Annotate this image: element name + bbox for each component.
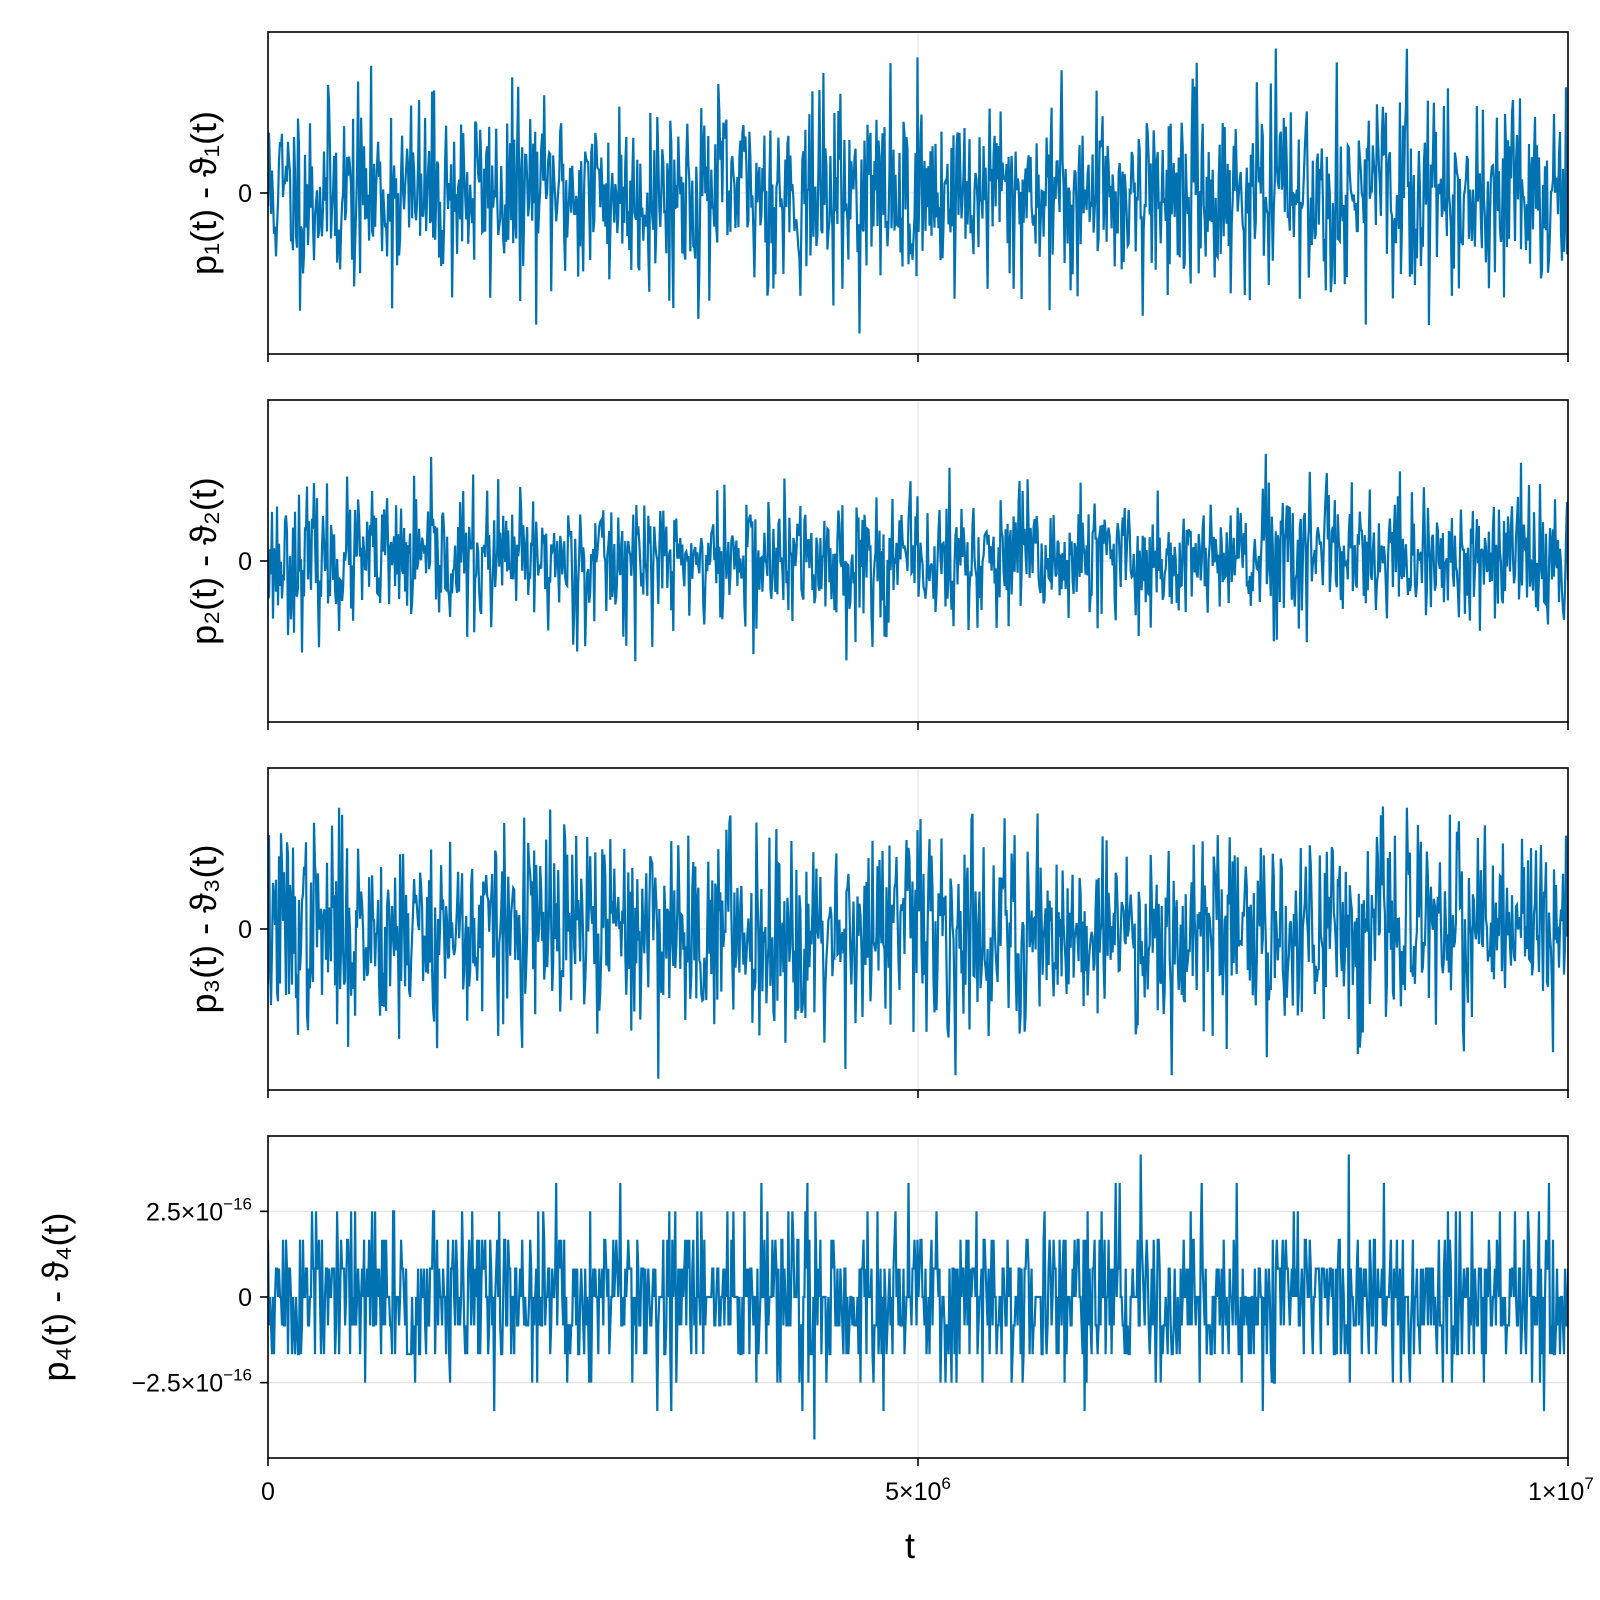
series-line: [268, 48, 1568, 334]
y-tick-label: −2.5×10−16: [131, 1366, 252, 1398]
series-line: [268, 1154, 1568, 1440]
y-axis-label: p₃(t) - ϑ₃(t): [183, 845, 224, 1014]
y-tick-label: 0: [238, 1284, 252, 1312]
y-tick-label: 0: [238, 548, 252, 576]
x-tick-label: 1×107: [1528, 1474, 1594, 1506]
y-tick-label: 0: [238, 916, 252, 944]
x-tick-label: 0: [261, 1478, 275, 1506]
series-line: [268, 453, 1568, 662]
panel-4: 2.5×10−16 0 −2.5×10−16 p₄(t) - ϑ₄(t): [35, 1135, 1569, 1466]
panel-2: 0 p₂(t) - ϑ₂(t): [183, 399, 1569, 730]
y-axis-label: p₁(t) - ϑ₁(t): [183, 111, 224, 275]
series-line: [268, 806, 1568, 1079]
y-tick-label: 0: [238, 180, 252, 208]
y-tick-label: 2.5×10−16: [146, 1194, 252, 1226]
panel-3: 0 p₃(t) - ϑ₃(t): [183, 767, 1569, 1098]
y-axis-label: p₄(t) - ϑ₄(t): [35, 1212, 76, 1381]
x-tick-label: 5×106: [885, 1474, 951, 1506]
panel-1: 0 p₁(t) - ϑ₁(t): [183, 31, 1569, 362]
y-axis-label: p₂(t) - ϑ₂(t): [183, 477, 224, 645]
x-axis-label: t: [905, 1525, 915, 1566]
